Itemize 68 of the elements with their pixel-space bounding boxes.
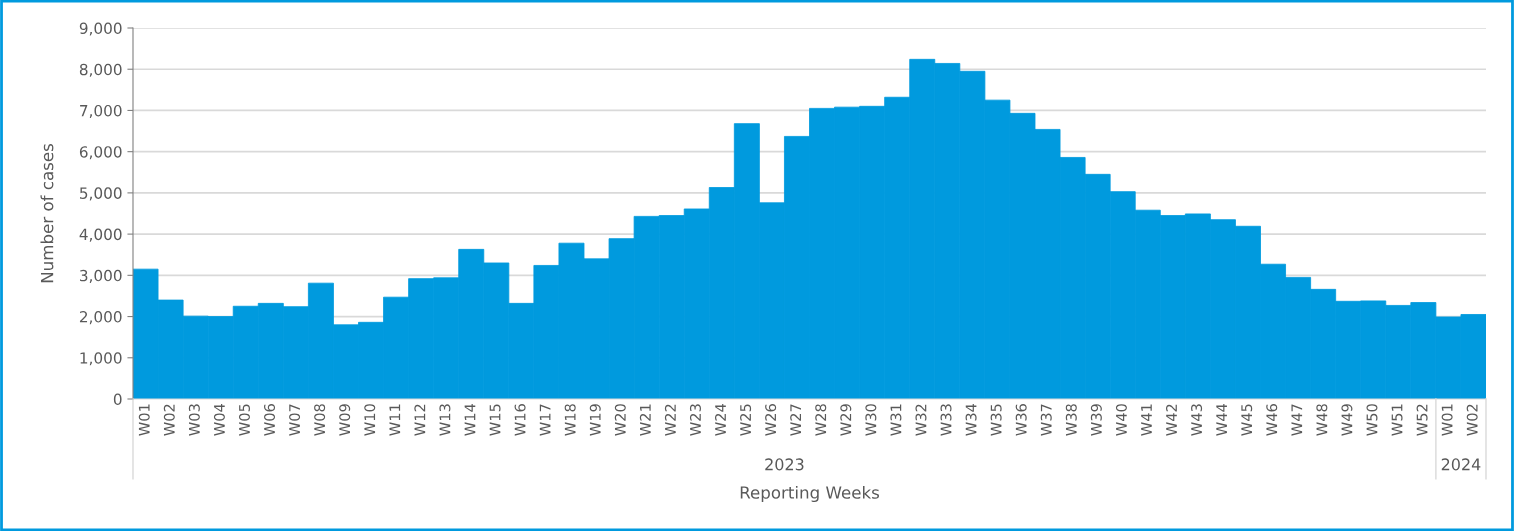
x-tick-label: W51: [1391, 404, 1403, 436]
x-tick-label: W15: [489, 404, 501, 436]
y-tick-label: 8,000: [79, 63, 122, 77]
x-tick-label: W02: [163, 404, 175, 436]
x-tick-label: W08: [314, 404, 326, 436]
x-tick-label: W06: [264, 404, 276, 436]
text: 2024: [1441, 458, 1481, 471]
y-tick-label: 3,000: [80, 269, 122, 283]
x-tick-label: W46: [1266, 404, 1278, 436]
x-tick-label: W36: [1015, 404, 1027, 436]
y-tick-label: 1,000: [80, 352, 122, 366]
y-axis-title: Number of cases: [40, 144, 54, 283]
x-tick-label: W45: [1241, 404, 1253, 436]
x-tick-label: W20: [614, 404, 626, 436]
x-tick-label: W35: [990, 404, 1002, 436]
x-tick-label: W07: [289, 404, 301, 436]
x-tick-label: W30: [865, 404, 877, 436]
y-tick-label: 9,000: [79, 22, 122, 36]
x-tick-label: W19: [589, 404, 601, 436]
x-tick-label: W28: [815, 404, 827, 436]
x-tick-label: W01: [138, 404, 150, 436]
x-tick-label: W39: [1090, 404, 1102, 436]
x-tick-label: W48: [1316, 404, 1328, 436]
text: 2023: [765, 458, 804, 471]
x-tick-label: W32: [915, 404, 927, 436]
x-tick-label: W04: [213, 403, 225, 436]
x-tick-label: W10: [364, 404, 376, 436]
x-tick-label: W34: [965, 403, 977, 436]
x-tick-label: W17: [539, 404, 551, 436]
x-tick-label: W31: [890, 404, 902, 436]
x-tick-label: W26: [765, 404, 777, 436]
x-tick-label: W11: [389, 404, 401, 436]
x-tick-label: W18: [564, 404, 576, 436]
x-tick-label: W33: [940, 404, 952, 436]
x-tick-label: W03: [188, 404, 200, 436]
x-tick-label: W29: [840, 404, 852, 436]
x-tick-label: W49: [1341, 404, 1353, 436]
y-tick-label: 4,000: [79, 228, 122, 242]
y-tick-label: 6,000: [79, 146, 122, 160]
x-tick-label: W09: [339, 404, 351, 436]
x-tick-label: W16: [514, 404, 526, 436]
y-tick-label: 0: [113, 393, 122, 406]
x-tick-label: W13: [439, 404, 451, 436]
x-tick-label: W14: [464, 403, 476, 436]
x-tick-label: W43: [1191, 404, 1203, 436]
y-tick-label: 2,000: [79, 311, 122, 325]
x-tick-label: W52: [1416, 404, 1428, 436]
x-tick-label: W01: [1441, 404, 1453, 436]
x-tick-label: W44: [1216, 403, 1227, 436]
x-tick-label: W24: [715, 403, 726, 436]
x-tick-label: W25: [740, 404, 752, 436]
x-tick-label: W27: [790, 404, 801, 436]
x-tick-label: W02: [1466, 404, 1478, 436]
x-tick-label: W42: [1166, 404, 1177, 436]
x-tick-label: W12: [414, 404, 426, 436]
x-axis-title: Reporting Weeks: [740, 485, 880, 503]
x-tick-label: W50: [1366, 404, 1378, 436]
x-tick-label: W47: [1291, 404, 1303, 436]
x-tick-label: W40: [1115, 404, 1127, 436]
x-tick-label: W22: [664, 404, 676, 436]
x-tick-label: W23: [689, 404, 701, 436]
x-tick-label: W05: [238, 404, 250, 436]
y-tick-label: 5,000: [80, 187, 122, 201]
x-tick-label: W37: [1040, 404, 1052, 436]
x-tick-label: W41: [1141, 404, 1152, 436]
x-tick-label: W21: [639, 404, 651, 436]
x-tick-label: W38: [1065, 404, 1077, 436]
y-tick-label: 7,000: [80, 104, 122, 119]
